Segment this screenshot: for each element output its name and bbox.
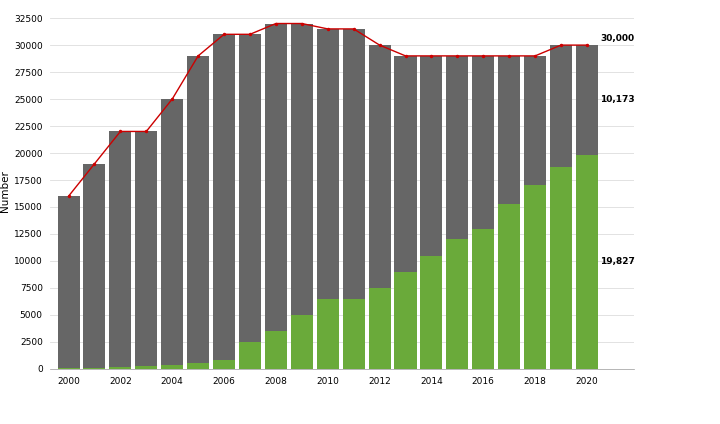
Text: 10,173: 10,173 [600,95,634,104]
Bar [291,23,313,315]
PLHIV [401,53,410,59]
Bar [524,56,546,185]
Bar [291,315,313,369]
PLHIV [246,32,254,37]
PLHIV [90,161,99,166]
Text: 30,000: 30,000 [600,34,634,43]
PLHIV [116,129,125,134]
Bar [187,363,210,369]
Bar [369,45,391,288]
Bar [395,56,417,272]
PLHIV [271,21,280,26]
Bar [58,196,80,368]
Bar [446,56,469,240]
Bar [472,229,495,369]
PLHIV [297,21,306,26]
PLHIV [349,26,358,31]
PLHIV [531,53,539,59]
Bar [550,45,572,167]
Bar [576,45,598,155]
Bar [265,23,287,331]
Bar [135,366,158,369]
PLHIV [64,194,73,199]
PLHIV [323,26,332,31]
PLHIV [168,97,176,102]
Bar [109,131,132,367]
Bar [84,368,106,369]
Bar [161,99,184,365]
Bar [446,240,469,369]
Bar [550,167,572,369]
Bar [576,155,598,369]
Bar [420,256,443,369]
PLHIV [220,32,228,37]
PLHIV [582,42,591,47]
Bar [239,34,261,342]
Bar [239,342,261,369]
Line: PLHIV: PLHIV [67,22,589,198]
Bar [343,299,365,369]
Bar [187,56,210,363]
Bar [498,204,521,369]
Bar [395,272,417,369]
Bar [213,34,235,360]
Bar [265,331,287,369]
Bar [317,29,339,299]
Bar [498,56,521,204]
PLHIV [479,53,487,59]
Bar [84,164,106,368]
Text: 19,827: 19,827 [600,257,635,266]
Bar [524,185,546,369]
PLHIV [557,42,565,47]
Bar [161,365,184,369]
Bar [369,288,391,369]
Bar [213,360,235,369]
Bar [135,131,158,366]
Bar [58,368,80,369]
PLHIV [427,53,436,59]
Bar [109,367,132,369]
PLHIV [194,53,202,59]
Bar [420,56,443,256]
PLHIV [142,129,150,134]
PLHIV [375,42,384,47]
PLHIV [505,53,513,59]
Y-axis label: Number: Number [0,170,10,212]
PLHIV [453,53,462,59]
Bar [343,29,365,299]
Bar [317,299,339,369]
Bar [472,56,495,229]
